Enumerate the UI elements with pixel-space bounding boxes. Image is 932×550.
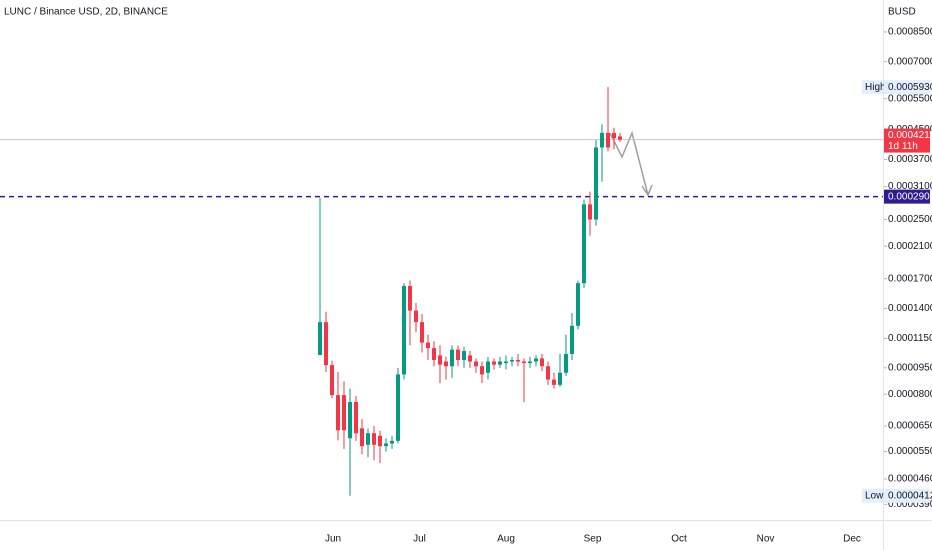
candle-body (612, 132, 616, 139)
chart-title: LUNC / Binance USD, 2D, BINANCE (4, 7, 168, 18)
candle-body (390, 440, 394, 444)
x-tick-label: Jul (413, 534, 426, 545)
candle-body (342, 395, 346, 431)
high-value-badge (884, 80, 930, 95)
y-tick-label: 0.00004600 (888, 474, 932, 485)
y-tick-label: 0.00003900 (888, 499, 932, 510)
candle-body (528, 361, 532, 364)
candle-body (462, 351, 466, 360)
high-name: High (865, 82, 886, 93)
level-label: 0.00029028 (888, 191, 932, 202)
candle-body (600, 132, 604, 148)
y-tick-label: 0.00009500 (888, 362, 932, 373)
candle-body (522, 361, 526, 364)
candle-body (570, 325, 574, 354)
candle-body (456, 349, 460, 360)
x-tick-label: Sep (584, 534, 602, 545)
low-name: Low (865, 490, 884, 501)
candle-body (594, 147, 598, 220)
y-tick-label: 0.00031000 (888, 181, 932, 192)
candle-body (546, 366, 550, 380)
y-tick-label: 0.00017000 (888, 273, 932, 284)
x-tick-label: Aug (497, 534, 515, 545)
candle-body (396, 374, 400, 441)
candle-body (324, 322, 328, 366)
candle-body (432, 348, 436, 360)
y-tick-label: 0.00014000 (888, 303, 932, 314)
y-axis-label: BUSD (888, 7, 916, 18)
candle-body (576, 283, 580, 326)
candle-body (474, 361, 478, 367)
candle-body (606, 132, 610, 148)
x-tick-label: Oct (671, 534, 687, 545)
current-price-badge (884, 128, 930, 153)
candle-body (564, 353, 568, 373)
x-tick-label: Nov (757, 534, 775, 545)
candle-body (486, 361, 490, 373)
candle-body (540, 358, 544, 367)
y-tick-label: 0.00037000 (888, 154, 932, 165)
candle-body (414, 310, 418, 323)
candle-body (372, 433, 376, 445)
candle-body (360, 428, 364, 447)
candle-body (534, 358, 538, 362)
candle-body (498, 361, 502, 365)
x-tick-label: Dec (843, 534, 861, 545)
candle-body (480, 366, 484, 375)
x-tick-label: Jun (325, 534, 341, 545)
current-price-label: 0.00042117 (888, 130, 932, 141)
candle-body (492, 361, 496, 365)
candle-body (552, 379, 556, 385)
y-tick-label: 0.00006500 (888, 421, 932, 432)
low-name-badge (862, 488, 883, 503)
candle-body (420, 322, 424, 343)
candle-body (582, 204, 586, 284)
candle-body (450, 349, 454, 367)
candle-body (378, 435, 382, 447)
level-badge (884, 189, 930, 204)
candle-body (402, 286, 406, 375)
candle-body (318, 322, 322, 355)
candle-body (366, 433, 370, 445)
y-tick-label: 0.00005500 (888, 446, 932, 457)
candle-body (558, 372, 562, 385)
y-tick-label: 0.00055000 (888, 93, 932, 104)
candle-body (330, 365, 334, 396)
candle-body (588, 204, 592, 220)
candle-body (438, 355, 442, 365)
candle-body (384, 443, 388, 447)
projection-arrow (609, 130, 653, 197)
candle-body (468, 355, 472, 362)
current-price-countdown: 1d 11h (888, 141, 918, 152)
y-tick-label: 0.00008000 (888, 389, 932, 400)
low-value-badge (884, 488, 930, 503)
y-tick-label: 0.00025000 (888, 214, 932, 225)
candle-body (408, 286, 412, 311)
candle-body (444, 361, 448, 367)
candle-body (504, 361, 508, 364)
low-value: 0.00004123 (888, 490, 932, 501)
y-tick-label: 0.00070000 (888, 56, 932, 67)
candle-body (426, 342, 430, 349)
candle-body (348, 402, 352, 439)
candle-body (336, 395, 340, 431)
high-name-badge (862, 80, 883, 95)
candle-body (618, 136, 622, 140)
y-tick-label: 0.00085000 (888, 27, 932, 38)
y-tick-label: 0.00021000 (888, 241, 932, 252)
candle-body (354, 402, 358, 434)
candle-body (516, 359, 520, 362)
candle-body (510, 359, 514, 362)
high-value: 0.00059300 (888, 82, 932, 93)
